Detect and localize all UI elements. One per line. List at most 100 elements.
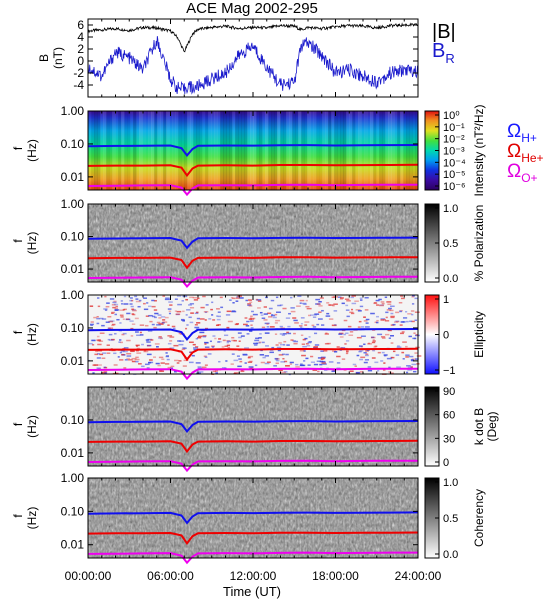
ellipticity-speckle <box>276 311 281 314</box>
y-tick-label: 0.01 <box>61 262 85 276</box>
ellipticity-speckle <box>283 340 287 343</box>
ellipticity-speckle <box>331 324 337 327</box>
ellipticity-speckle <box>194 346 199 348</box>
spectrogram-streak <box>238 111 242 190</box>
ellipticity-speckle <box>150 339 154 341</box>
ellipticity-speckle <box>288 312 291 315</box>
ellipticity-speckle <box>104 309 108 311</box>
ellipticity-speckle <box>259 354 265 356</box>
gyro-line-hplus <box>87 511 419 525</box>
ellipticity-speckle <box>303 360 306 362</box>
ellipticity-speckle <box>312 316 317 318</box>
ellipticity-speckle <box>109 320 115 322</box>
spectrogram-streak <box>274 111 278 190</box>
spectrogram-streak <box>94 111 98 190</box>
ellipticity-speckle <box>175 313 181 316</box>
spectrogram-streak <box>382 111 386 190</box>
ellipticity-speckle <box>322 363 327 365</box>
ellipticity-speckle <box>412 337 416 340</box>
ellipticity-speckle <box>208 318 212 320</box>
ellipticity-speckle <box>283 371 288 373</box>
legend-omega-Hplus: ΩH+ <box>507 121 537 145</box>
ellipticity-speckle <box>264 322 270 325</box>
ellipticity-speckle <box>167 324 170 326</box>
ellipticity-speckle <box>169 347 175 349</box>
ellipticity-speckle <box>119 322 122 324</box>
ellipticity-speckle <box>135 345 139 347</box>
ellipticity-speckle <box>229 299 232 301</box>
ellipticity-speckle <box>131 308 135 311</box>
ellipticity-speckle <box>407 313 412 315</box>
ellipticity-speckle <box>245 325 250 327</box>
ellipticity-speckle <box>131 360 136 363</box>
ellipticity-speckle <box>211 346 215 348</box>
ellipticity-speckle <box>107 338 110 341</box>
ellipticity-speckle <box>384 320 390 322</box>
y-tick-label: 1.00 <box>61 197 85 211</box>
y-tick-label: 4 <box>77 30 84 44</box>
ellipticity-speckle <box>266 326 270 328</box>
ellipticity-speckle <box>126 357 130 360</box>
ellipticity-speckle <box>238 340 241 342</box>
ellipticity-speckle <box>344 298 350 300</box>
ellipticity-speckle <box>174 359 179 362</box>
ellipticity-speckle <box>359 297 363 300</box>
ellipticity-speckle <box>341 302 345 305</box>
colorbar-tick-label: 0 <box>443 330 449 342</box>
coherency-panel: 1.00 0.10 0.01 f (Hz) 1.0 0.5 0.0 Coherency <box>11 471 486 565</box>
ellipticity-speckle <box>371 357 376 359</box>
ellipticity-speckle <box>318 311 322 313</box>
ellipticity-speckle <box>199 318 205 320</box>
spectrogram-streak <box>319 111 323 190</box>
ellipticity-speckle <box>112 306 116 309</box>
ellipticity-speckle <box>96 367 101 369</box>
ellipticity-speckle <box>272 316 277 319</box>
ellipticity-speckle <box>355 309 361 311</box>
ellipticity-speckle <box>372 349 376 352</box>
ellipticity-speckle <box>138 363 142 365</box>
colorbar-tick-label: 10⁻³ <box>443 146 465 158</box>
ellipticity-speckle <box>129 303 133 305</box>
ellipticity-speckle <box>92 372 95 374</box>
ellipticity-speckle <box>311 324 315 327</box>
ellipticity-speckle <box>113 364 118 366</box>
ellipticity-speckle <box>303 303 307 306</box>
colorbar-tick-label: 0.0 <box>443 549 458 561</box>
ellipticity-speckle <box>197 336 202 339</box>
ellipticity-speckle <box>242 323 248 326</box>
ellipticity-speckle <box>148 314 153 317</box>
ellipticity-speckle <box>97 343 102 346</box>
ellipticity-speckle <box>268 307 273 310</box>
ellipticity-speckle <box>162 295 166 297</box>
ellipticity-speckle <box>240 370 245 373</box>
spectrogram-streak <box>172 111 176 190</box>
ellipticity-speckle <box>331 370 336 373</box>
spectrogram-streak <box>349 111 353 190</box>
ellipticity-speckle <box>192 296 197 299</box>
ellipticity-speckle <box>231 353 235 355</box>
ellipticity-speckle <box>120 303 124 305</box>
ellipticity-speckle <box>339 336 344 338</box>
ellipticity-speckle <box>104 295 107 298</box>
ellipticity-speckle <box>96 353 100 355</box>
ellipticity-speckle <box>225 360 228 362</box>
ellipticity-speckle <box>383 319 386 321</box>
y-axis-label: f <box>11 239 25 243</box>
colorbar-tick-label: 30 <box>443 433 455 445</box>
ellipticity-speckle <box>343 333 346 336</box>
ellipticity-speckle <box>196 297 200 300</box>
colorbar-tick-label: 0.5 <box>443 513 458 525</box>
ellipticity-speckle <box>111 324 115 327</box>
ellipticity-speckle <box>168 312 172 315</box>
colorbar-label: Ellipticity <box>472 311 486 358</box>
ellipticity-speckle <box>321 360 326 363</box>
ellipticity-speckle <box>189 321 194 324</box>
ellipticity-speckle <box>167 366 172 369</box>
ellipticity-speckle <box>114 313 118 316</box>
ellipticity-speckle <box>166 358 170 361</box>
ellipticity-speckle <box>235 297 240 299</box>
ellipticity-speckle <box>304 337 308 340</box>
ellipticity-speckle <box>264 332 270 334</box>
ellipticity-speckle <box>95 350 98 353</box>
ellipticity-speckle <box>296 305 301 307</box>
